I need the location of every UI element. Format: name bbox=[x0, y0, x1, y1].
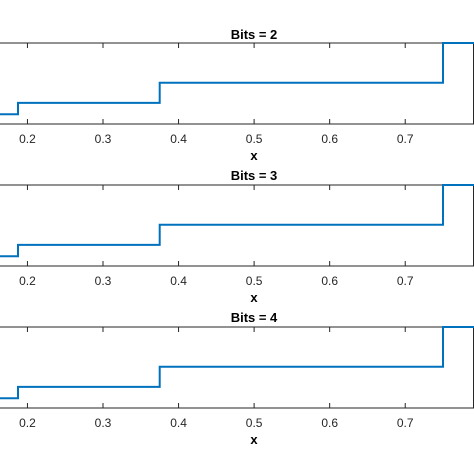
x-tick-label: 0.6 bbox=[321, 416, 338, 430]
chart-panel-3: 0.20.30.40.50.60.70Bits = 4x bbox=[0, 310, 474, 447]
chart-title: Bits = 2 bbox=[231, 27, 278, 42]
chart-title: Bits = 3 bbox=[231, 168, 278, 183]
x-tick-label: 0.3 bbox=[95, 416, 112, 430]
x-tick-label: 0.2 bbox=[19, 416, 36, 430]
x-tick-label: 0.6 bbox=[321, 274, 338, 288]
x-tick-label: 0.7 bbox=[397, 132, 414, 146]
x-tick-label: 0.2 bbox=[19, 132, 36, 146]
x-tick-label: 0.3 bbox=[95, 132, 112, 146]
x-tick-label: 0.6 bbox=[321, 132, 338, 146]
x-tick-label: 0.7 bbox=[397, 274, 414, 288]
x-tick-label: 0.2 bbox=[19, 274, 36, 288]
x-tick-label: 0.4 bbox=[170, 132, 187, 146]
x-tick-label: 0.4 bbox=[170, 274, 187, 288]
x-axis-label: x bbox=[250, 432, 258, 447]
x-tick-label: 0.3 bbox=[95, 274, 112, 288]
chart-panel-2: 0.20.30.40.50.60.70Bits = 3x bbox=[0, 168, 474, 305]
x-tick-label: 0.5 bbox=[246, 132, 263, 146]
x-axis-label: x bbox=[250, 290, 258, 305]
x-tick-label: 0.5 bbox=[246, 416, 263, 430]
x-tick-label: 0.4 bbox=[170, 416, 187, 430]
chart-title: Bits = 4 bbox=[231, 310, 278, 325]
series-line-1 bbox=[0, 42, 474, 116]
chart-panel-1: 0.20.30.40.50.60.70Bits = 2x bbox=[0, 27, 474, 163]
x-tick-label: 0.7 bbox=[397, 416, 414, 430]
series-line-1 bbox=[0, 184, 474, 258]
series-line-1 bbox=[0, 326, 474, 400]
x-axis-label: x bbox=[250, 148, 258, 163]
x-tick-label: 0.5 bbox=[246, 274, 263, 288]
